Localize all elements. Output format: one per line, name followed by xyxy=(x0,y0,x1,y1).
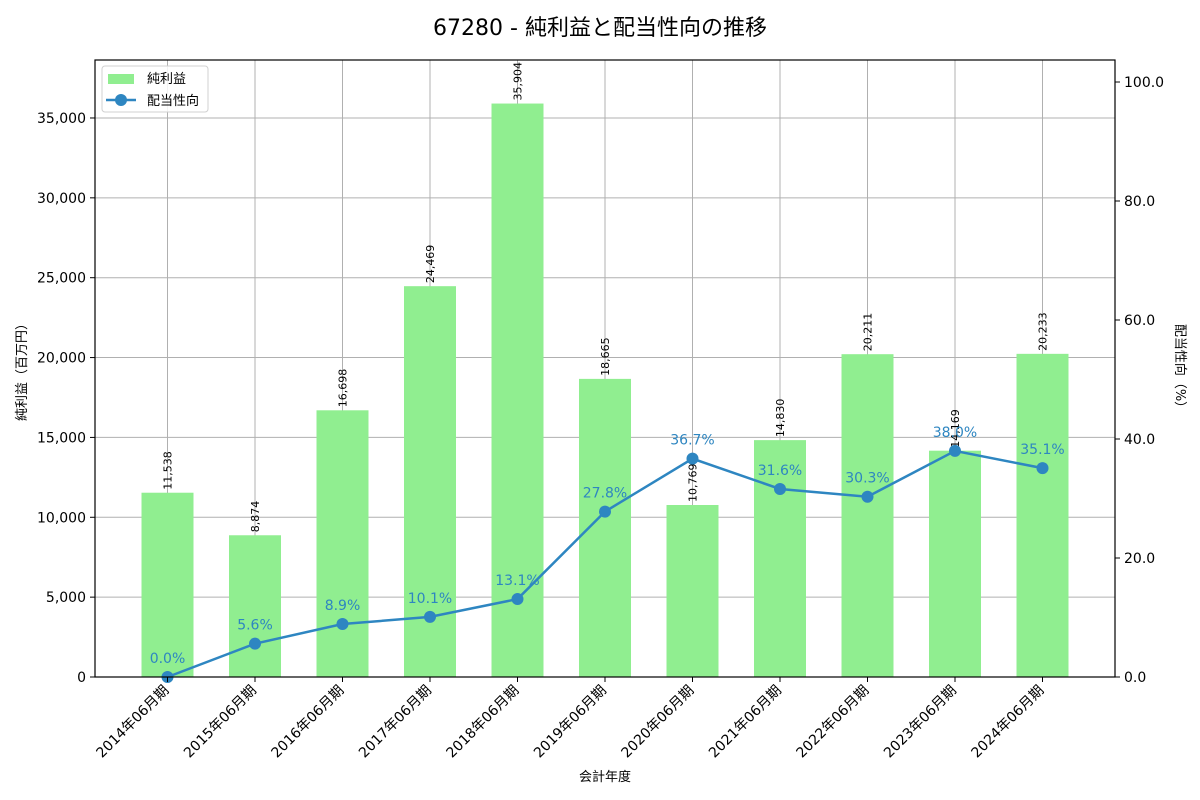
y2-tick-label: 20.0 xyxy=(1124,551,1155,567)
x-tick-label: 2014年06月期 xyxy=(94,683,173,762)
x-tick-label: 2018年06月期 xyxy=(444,683,523,762)
payout-ratio-label: 36.7% xyxy=(670,433,714,449)
chart-title: 67280 - 純利益と配当性向の推移 xyxy=(433,16,767,41)
y2-tick-label: 0.0 xyxy=(1124,670,1146,686)
x-tick-label: 2017年06月期 xyxy=(356,683,435,762)
payout-ratio-label: 35.1% xyxy=(1020,442,1064,458)
payout-ratio-label: 38.0% xyxy=(933,425,977,441)
payout-ratio-marker xyxy=(686,452,699,465)
payout-ratio-marker xyxy=(424,610,436,623)
bar-value-label: 35,904 xyxy=(512,62,525,101)
bar-value-label: 24,469 xyxy=(424,245,437,284)
bar-value-label: 18,665 xyxy=(599,337,612,376)
y-tick-label: 35,000 xyxy=(37,111,86,127)
x-axis-label: 会計年度 xyxy=(579,769,631,785)
bar-value-label: 20,211 xyxy=(862,313,875,352)
payout-ratio-marker xyxy=(861,490,874,503)
legend-bar-label: 純利益 xyxy=(147,72,186,87)
y-tick-label: 25,000 xyxy=(37,271,86,287)
x-tick-label: 2023年06月期 xyxy=(881,683,960,762)
payout-ratio-label: 0.0% xyxy=(150,651,186,667)
y2-tick-label: 60.0 xyxy=(1124,313,1155,329)
legend-bar-swatch xyxy=(108,74,134,84)
bar xyxy=(316,410,369,677)
bar-value-label: 8,874 xyxy=(249,501,262,533)
payout-ratio-marker xyxy=(949,444,961,457)
y2-axis-label: 配当性向（%） xyxy=(1172,324,1188,414)
bar-value-label: 11,538 xyxy=(162,451,175,490)
payout-ratio-label: 13.1% xyxy=(495,573,539,589)
y2-tick-label: 40.0 xyxy=(1124,432,1155,448)
bar xyxy=(229,535,281,677)
y-tick-label: 15,000 xyxy=(37,430,86,446)
payout-ratio-label: 5.6% xyxy=(237,618,273,634)
bar xyxy=(141,492,194,677)
bar-value-label: 16,698 xyxy=(337,369,350,408)
y-axis-label: 純利益（百万円） xyxy=(15,317,30,421)
y-tick-label: 5,000 xyxy=(46,590,86,606)
payout-ratio-label: 10.1% xyxy=(408,591,452,607)
x-tick-label: 2016年06月期 xyxy=(269,683,348,762)
y-tick-label: 0 xyxy=(77,670,86,686)
payout-ratio-marker xyxy=(336,618,349,631)
x-tick-label: 2019年06月期 xyxy=(531,683,610,762)
payout-ratio-marker xyxy=(249,637,261,650)
payout-ratio-label: 8.9% xyxy=(325,598,361,614)
bar-value-label: 14,830 xyxy=(774,399,787,438)
x-tick-label: 2020年06月期 xyxy=(619,683,698,762)
bar xyxy=(491,103,544,677)
y-tick-label: 30,000 xyxy=(37,191,86,207)
bar xyxy=(929,450,981,677)
bar xyxy=(579,378,631,677)
payout-ratio-label: 30.3% xyxy=(845,471,889,487)
x-tick-label: 2024年06月期 xyxy=(969,683,1048,762)
y2-tick-label: 80.0 xyxy=(1124,194,1155,210)
y-tick-label: 20,000 xyxy=(37,351,86,367)
x-tick-label: 2015年06月期 xyxy=(181,683,260,762)
legend-line-label: 配当性向 xyxy=(147,93,199,109)
y-tick-label: 10,000 xyxy=(37,510,86,526)
payout-ratio-marker xyxy=(511,593,524,606)
payout-ratio-marker xyxy=(1036,462,1049,475)
payout-ratio-label: 27.8% xyxy=(583,486,627,502)
x-tick-label: 2021年06月期 xyxy=(706,683,785,762)
bar xyxy=(666,504,719,677)
bar-value-label: 14,169 xyxy=(949,409,962,448)
bar xyxy=(841,354,894,677)
bar-value-label: 10,769 xyxy=(687,463,700,502)
payout-ratio-label: 31.6% xyxy=(758,463,802,479)
bar xyxy=(1016,353,1069,677)
payout-ratio-marker xyxy=(774,482,786,495)
y2-tick-label: 100.0 xyxy=(1124,75,1164,91)
bar xyxy=(754,440,806,677)
payout-ratio-marker xyxy=(599,505,611,518)
bar-value-label: 20,233 xyxy=(1037,312,1050,351)
legend-line-marker xyxy=(115,94,127,106)
x-tick-label: 2022年06月期 xyxy=(794,683,873,762)
